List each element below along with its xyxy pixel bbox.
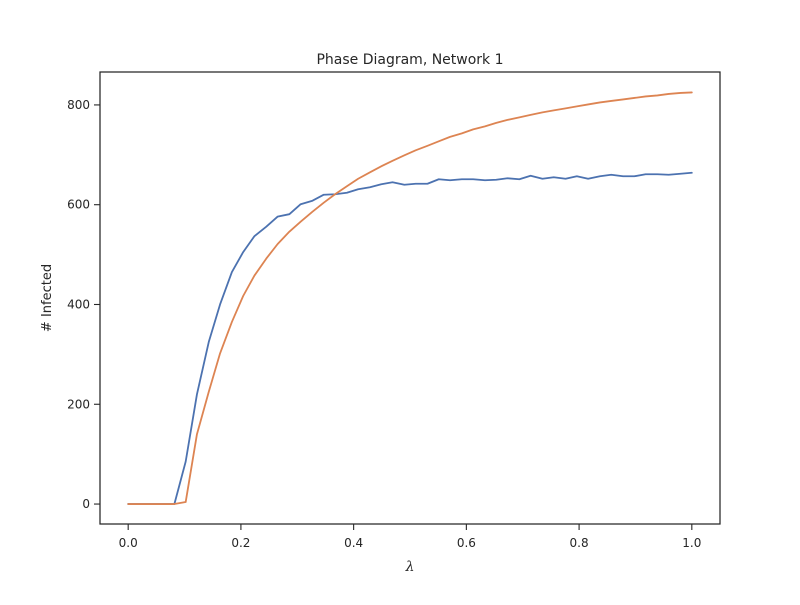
x-tick-label: 1.0 [682, 536, 701, 550]
plot-frame [99, 71, 721, 525]
plot-area [99, 71, 721, 525]
y-tick-label: 600 [67, 198, 90, 212]
x-tick-label: 0.2 [231, 536, 250, 550]
chart-title: Phase Diagram, Network 1 [316, 52, 503, 68]
y-tick-label: 400 [67, 297, 90, 311]
x-tick-label: 0.6 [457, 536, 476, 550]
series-line-1 [127, 171, 693, 505]
y-axis-label: # Infected [40, 264, 55, 332]
x-tick-label: 0.4 [344, 536, 363, 550]
series-line-2 [127, 91, 693, 505]
y-axis: 0 200 400 600 800 [67, 98, 100, 511]
x-axis: 0.0 0.2 0.4 0.6 0.8 1.0 [119, 524, 701, 550]
y-tick-label: 200 [67, 397, 90, 411]
x-tick-label: 0.8 [570, 536, 589, 550]
y-tick-label: 0 [82, 497, 90, 511]
y-tick-label: 800 [67, 98, 90, 112]
x-axis-label: λ [405, 559, 415, 575]
x-tick-label: 0.0 [119, 536, 138, 550]
